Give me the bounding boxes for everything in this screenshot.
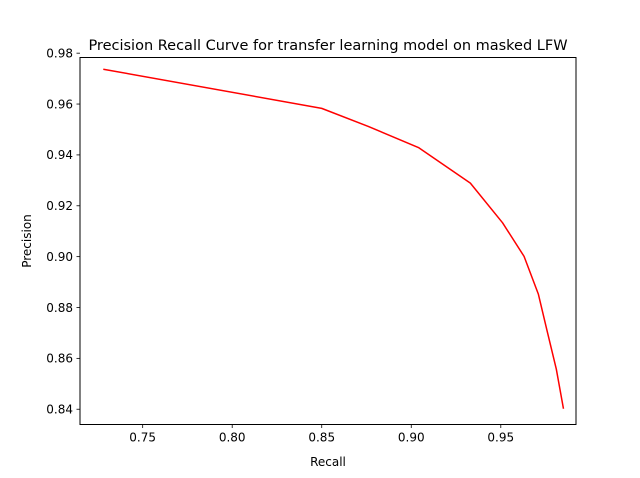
x-tick-label: 0.85	[308, 431, 335, 445]
x-tick-label: 0.75	[129, 431, 156, 445]
x-axis-label: Recall	[310, 455, 346, 469]
y-tick-label: 0.90	[46, 250, 73, 264]
y-axis: 0.84 0.86 0.88 0.90 0.92 0.94 0.96 0.98	[46, 46, 80, 417]
x-tick-label: 0.80	[219, 431, 246, 445]
y-tick-label: 0.86	[46, 352, 73, 366]
chart-title: Precision Recall Curve for transfer lear…	[88, 38, 567, 54]
series-line-0	[103, 68, 565, 409]
y-tick-label: 0.96	[46, 97, 73, 111]
y-tick-label: 0.94	[46, 148, 73, 162]
x-tick-label: 0.95	[487, 431, 514, 445]
y-tick-label: 0.88	[46, 301, 73, 315]
y-tick-label: 0.92	[46, 199, 73, 213]
x-axis: 0.75 0.80 0.85 0.90 0.95	[129, 424, 514, 445]
axes-frame	[79, 57, 577, 425]
y-axis-label: Precision	[20, 214, 34, 268]
y-tick-label: 0.98	[46, 46, 73, 60]
y-tick-label: 0.84	[46, 403, 73, 417]
x-tick-label: 0.90	[398, 431, 425, 445]
plot-area	[103, 68, 565, 409]
